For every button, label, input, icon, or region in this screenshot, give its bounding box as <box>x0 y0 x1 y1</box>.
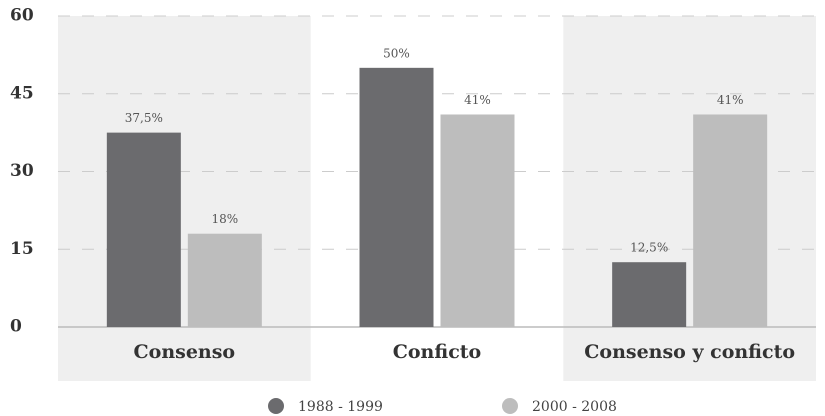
bar <box>187 233 262 327</box>
value-label: 12,5% <box>630 241 668 255</box>
y-tick-label: 15 <box>10 239 34 259</box>
bar <box>106 132 181 327</box>
group-band <box>563 16 816 381</box>
x-tick-label: Consenso <box>134 341 236 363</box>
value-label: 41% <box>717 93 744 107</box>
legend-swatch <box>268 398 284 414</box>
y-tick-label: 45 <box>10 83 34 103</box>
value-label: 41% <box>464 93 491 107</box>
x-tick-label: Conficto <box>393 341 481 363</box>
bar <box>440 114 515 327</box>
group-band <box>58 16 311 381</box>
bar <box>612 262 687 327</box>
y-tick-label: 0 <box>10 317 22 337</box>
legend-label: 2000 - 2008 <box>532 399 617 415</box>
y-tick-label: 30 <box>10 161 34 181</box>
legend-swatch <box>502 398 518 414</box>
y-tick-label: 60 <box>10 6 34 26</box>
bar <box>693 114 768 327</box>
value-label: 37,5% <box>125 111 163 125</box>
bar <box>359 67 434 327</box>
value-label: 50% <box>383 46 410 60</box>
legend-label: 1988 - 1999 <box>298 399 383 415</box>
x-tick-label: Consenso y conficto <box>584 341 795 363</box>
value-label: 18% <box>211 212 238 226</box>
